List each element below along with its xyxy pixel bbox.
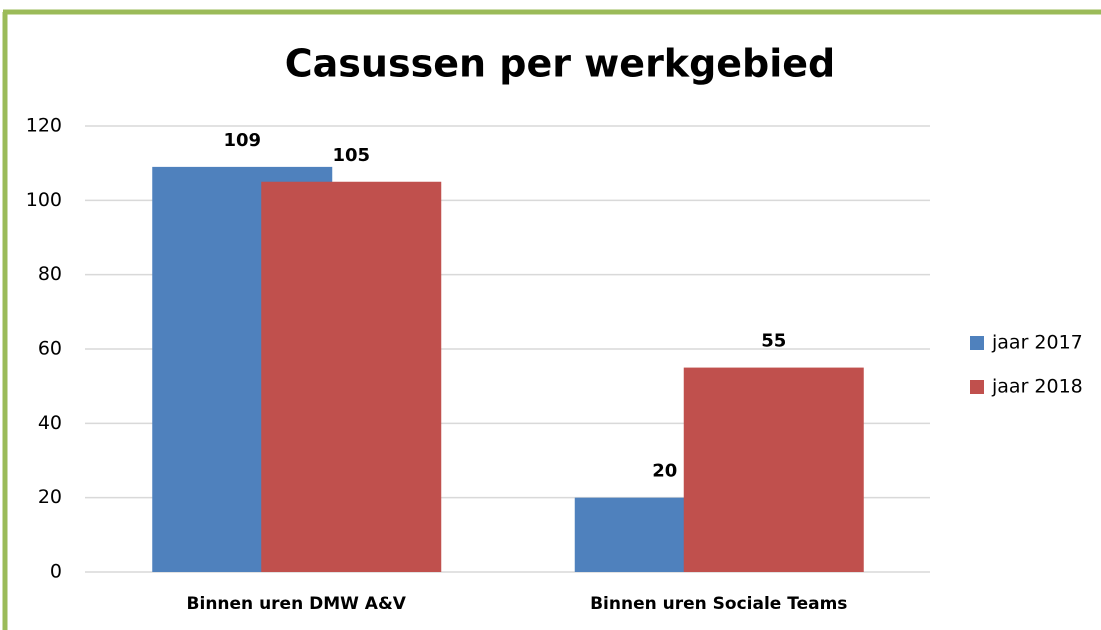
bar (261, 181, 442, 572)
legend-swatch (970, 380, 984, 394)
y-tick-label: 120 (26, 115, 62, 137)
chart-title: Casussen per werkgebied (285, 42, 836, 86)
legend-label: jaar 2017 (991, 332, 1083, 354)
y-tick-label: 0 (50, 561, 62, 583)
y-tick-label: 100 (26, 189, 62, 211)
value-label: 109 (223, 130, 261, 151)
y-tick-label: 60 (38, 338, 62, 360)
legend-label: jaar 2018 (991, 376, 1083, 398)
value-label: 55 (761, 331, 786, 352)
y-tick-label: 40 (38, 412, 62, 434)
value-label: 105 (332, 145, 370, 166)
y-tick-label: 80 (38, 263, 62, 285)
y-tick-label: 20 (38, 486, 62, 508)
bar (683, 367, 864, 572)
x-tick-label: Binnen uren Sociale Teams (590, 594, 847, 614)
legend-swatch (970, 336, 984, 350)
x-tick-label: Binnen uren DMW A&V (187, 594, 407, 614)
value-label: 20 (652, 461, 677, 482)
